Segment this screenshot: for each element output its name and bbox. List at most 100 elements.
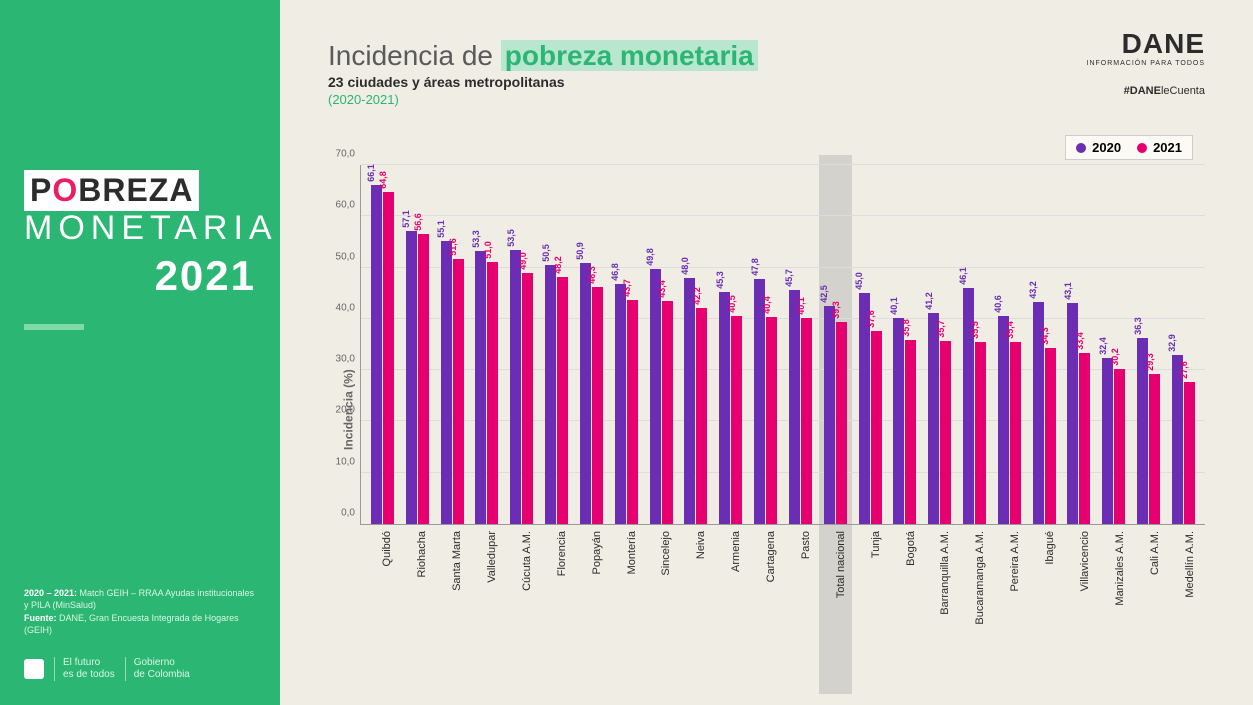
grid-line: [361, 164, 1205, 165]
category-name: Pasto: [800, 531, 812, 559]
gov-text: de Colombia: [134, 669, 190, 681]
category-name: Neiva: [695, 531, 707, 559]
bar-group: 32,4 30,2: [1096, 165, 1131, 524]
bar-group: 46,1 35,5: [957, 165, 992, 524]
bar-2021: 29,3: [1149, 374, 1160, 524]
bar-value-label: 42,5: [819, 285, 829, 303]
title-text: Incidencia de: [328, 40, 501, 71]
bar-2021: 39,3: [836, 322, 847, 524]
bar-value-label: 37,6: [866, 310, 876, 328]
bar-group: 45,037,6: [853, 165, 888, 524]
legend-item-2021: 2021: [1137, 140, 1182, 155]
x-label: Bogotá: [887, 525, 922, 675]
bar-value-label: 47,8: [750, 258, 760, 276]
bar-2021: 40,1: [801, 318, 812, 524]
category-name: Manizales A.M.: [1114, 531, 1126, 606]
category-name: Quibdó: [381, 531, 393, 566]
x-label: Montería: [608, 525, 643, 675]
bar-value-label: 40,5: [727, 296, 737, 314]
footnote-line: Fuente: DANE, Gran Encuesta Integrada de…: [24, 612, 256, 637]
chart-subtitle: 23 ciudades y áreas metropolitanas: [328, 74, 1205, 90]
gov-text: El futuro: [63, 657, 115, 669]
bar-value-label: 46,1: [958, 267, 968, 285]
bar-value-label: 45,7: [784, 269, 794, 287]
bar-value-label: 53,5: [506, 229, 516, 247]
bar-2021: 51,6: [453, 259, 464, 524]
bar-group: 53,3 51,0: [469, 165, 504, 524]
bar-value-label: 46,8: [610, 263, 620, 281]
bar-2020: 66,1: [371, 185, 382, 524]
bar-value-label: 35,5: [970, 321, 980, 339]
category-name: Ibagué: [1044, 531, 1056, 565]
category-name: Pereira A.M.: [1009, 531, 1021, 592]
y-tick-label: 20,0: [323, 405, 355, 416]
sidebar-divider: [24, 324, 84, 330]
x-label: Santa Marta: [434, 525, 469, 675]
bar-2021: 35,5: [975, 342, 986, 524]
bar-2020: 40,1: [893, 318, 904, 524]
bar-2020: 32,9: [1172, 355, 1183, 524]
bar-group: 43,234,3: [1027, 165, 1062, 524]
bar-group: 50,946,3: [574, 165, 609, 524]
y-tick-label: 0,0: [323, 508, 355, 519]
bar-value-label: 56,6: [413, 213, 423, 231]
bar-value-label: 49,8: [645, 248, 655, 266]
category-name: Barranquilla A.M.: [939, 531, 951, 615]
y-tick-label: 10,0: [323, 456, 355, 467]
category-name: Bogotá: [905, 531, 917, 566]
category-name: Riohacha: [416, 531, 428, 577]
bar-2021: 40,4: [766, 317, 777, 524]
bar-value-label: 50,5: [541, 244, 551, 262]
bar-2021: 49,0: [522, 273, 533, 524]
plot-area: 66,164,857,156,655,151,653,351,053,549,0…: [360, 165, 1205, 525]
bar-value-label: 53,3: [471, 230, 481, 248]
bar-2021: 27,6: [1184, 382, 1195, 524]
bar-group: 40,135,8: [887, 165, 922, 524]
bar-2021: 34,3: [1045, 348, 1056, 524]
bar-group: 42,5 39,3: [818, 165, 853, 524]
bar-2020: 45,3: [719, 292, 730, 524]
bar-group: 36,3 29,3: [1131, 165, 1166, 524]
bar-2021: 30,2: [1114, 369, 1125, 524]
title-highlight: pobreza monetaria: [501, 40, 758, 71]
bar-value-label: 32,9: [1167, 335, 1177, 353]
bar-group: 48,042,2: [678, 165, 713, 524]
legend-label: 2021: [1153, 140, 1182, 155]
category-name: Tunja: [870, 531, 882, 558]
category-name: Valledupar: [486, 531, 498, 583]
footnote-text: DANE, Gran Encuesta Integrada de Hogares…: [24, 613, 239, 636]
x-label: Valledupar: [469, 525, 504, 675]
bar-value-label: 27,6: [1179, 362, 1189, 380]
bar-2020: 50,5: [545, 265, 556, 524]
sidebar-title-block: POBREZA MONETARIA 2021: [24, 170, 256, 354]
title-highlight-letter: O: [52, 172, 78, 208]
category-name: Bucaramanga A.M.: [974, 531, 986, 625]
bar-value-label: 41,2: [924, 292, 934, 310]
bar-value-label: 66,1: [366, 164, 376, 182]
x-label: Quibdó: [364, 525, 399, 675]
x-label: Florencia: [538, 525, 573, 675]
x-label: Bucaramanga A.M.: [957, 525, 992, 675]
footnote-label: Fuente:: [24, 613, 57, 623]
sidebar-title2: MONETARIA: [24, 209, 256, 248]
bar-value-label: 34,3: [1040, 327, 1050, 345]
y-tick-label: 50,0: [323, 251, 355, 262]
grid-line: [361, 215, 1205, 216]
bar-value-label: 32,4: [1098, 337, 1108, 355]
bar-2021: 40,5: [731, 316, 742, 524]
bar-group: 32,927,6: [1166, 165, 1201, 524]
bar-value-label: 45,3: [715, 271, 725, 289]
bar-group: 45,7 40,1: [783, 165, 818, 524]
bar-value-label: 40,1: [796, 298, 806, 316]
bar-2020: 57,1: [406, 231, 417, 524]
bar-2021: 51,0: [487, 262, 498, 524]
x-label: Riohacha: [399, 525, 434, 675]
y-tick-label: 60,0: [323, 200, 355, 211]
bar-group: 45,340,5: [713, 165, 748, 524]
gov-slogan: El futuro es de todos: [54, 657, 115, 681]
bar-value-label: 36,3: [1133, 317, 1143, 335]
bar-2021: 35,4: [1010, 342, 1021, 524]
bar-2021: 35,8: [905, 340, 916, 524]
bar-group: 43,133,4: [1062, 165, 1097, 524]
gov-name: Gobierno de Colombia: [125, 657, 190, 681]
